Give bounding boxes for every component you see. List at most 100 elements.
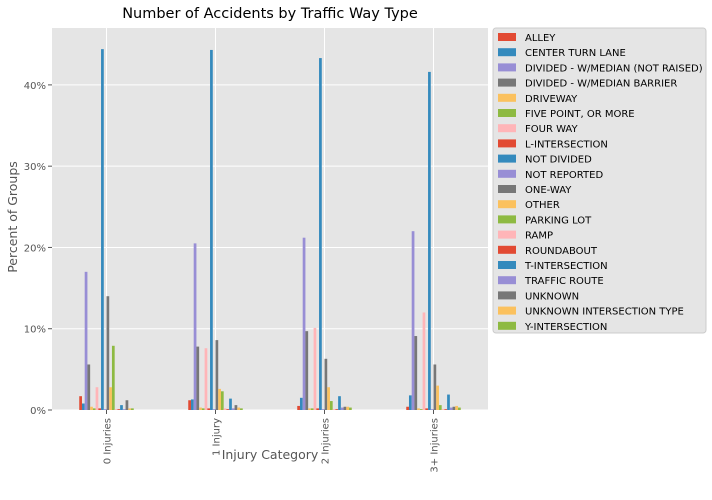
x-tick-label: 2 Injuries [321,418,332,464]
bar [338,396,341,410]
x-tick-label: 0 Injuries [103,418,114,464]
bar [231,408,235,410]
legend-label: CENTER TURN LANE [525,48,626,59]
legend-label: ROUNDABOUT [525,246,598,257]
bar [95,387,99,410]
bar [101,49,104,410]
bar [438,405,442,410]
legend-label: DIVIDED - W/MEDIAN BARRIER [525,79,677,90]
legend-label: TRAFFIC ROUTE [524,276,604,287]
legend-swatch [498,276,516,285]
bar [210,49,213,411]
bar [81,403,85,410]
chart-title: Number of Accidents by Traffic Way Type [122,6,418,22]
y-axis-label: Percent of Groups [5,161,20,273]
legend-swatch [498,93,516,102]
bar [340,407,344,410]
bars [79,49,461,411]
legend-label: ONE-WAY [525,185,572,196]
x-tick-label: 1 Injury [212,418,223,456]
legend-label: ALLEY [525,33,556,44]
legend-swatch [498,200,516,209]
bar [125,400,129,410]
y-tick-label: 20% [24,243,46,254]
bar [188,400,191,410]
legend-swatch [498,321,516,330]
bar [346,406,350,410]
legend-label: RAMP [525,231,553,242]
x-axis-ticks: 0 Injuries 1 Injury 2 Injuries 3+ Injuries [103,410,441,473]
bar [349,407,352,410]
bar [237,407,241,410]
bar [240,408,243,410]
bar [436,385,439,410]
legend-label: FOUR WAY [525,124,578,135]
bar [103,409,107,410]
bar [327,387,330,410]
bar [433,364,437,410]
bar [120,405,123,410]
bar [441,409,445,410]
bar [215,340,219,410]
legend-swatch [498,124,516,133]
bar [223,408,227,410]
y-axis-ticks: 0% 10% 20% 30% 40% [24,81,52,417]
legend-items: ALLEY CENTER TURN LANE DIVIDED - W/MEDIAN … [498,33,703,333]
legend-swatch [498,245,516,254]
bar [310,408,314,410]
bar [419,409,423,410]
bar [220,391,224,410]
bar [122,409,126,410]
bar [106,296,110,410]
legend-label: T-INTERSECTION [524,261,608,272]
legend-swatch [498,78,516,87]
legend-swatch [498,169,516,178]
bar [444,409,448,410]
bar [324,358,328,410]
legend-swatch [498,33,516,41]
legend-swatch [498,230,516,239]
bar [411,231,415,410]
bar [329,401,333,410]
legend-swatch [498,139,516,148]
bar [417,408,420,410]
bar [458,407,461,410]
legend-label: DIVIDED - W/MEDIAN (NOT RAISED) [525,63,703,74]
bar [414,336,418,410]
bar [199,407,202,410]
bar [196,346,200,410]
bar [422,312,426,410]
legend-label: OTHER [525,200,560,211]
bar [84,271,88,410]
y-tick-label: 0% [30,406,46,417]
bar [128,408,132,410]
bar [234,405,238,410]
bar [447,394,450,410]
bar [343,406,347,410]
bar [335,409,339,410]
bar [212,409,216,410]
legend-label: FIVE POINT, OR MORE [525,109,635,120]
bar [299,397,303,410]
legend-swatch [498,261,516,269]
x-tick-label: 3+ Injuries [430,418,441,473]
bar [297,405,300,410]
bar [229,398,232,410]
bar [207,408,211,410]
bar [313,327,317,410]
legend-swatch [498,109,516,117]
bar [406,406,409,410]
bar [190,399,194,410]
bar [201,408,205,410]
bar [218,388,221,410]
bar [319,58,322,411]
bar [428,71,431,411]
bar [302,237,306,410]
legend-label: UNKNOWN INTERSECTION TYPE [525,307,684,318]
bar [449,407,453,410]
bar [455,405,459,410]
bar [79,396,82,410]
bar [193,243,197,410]
